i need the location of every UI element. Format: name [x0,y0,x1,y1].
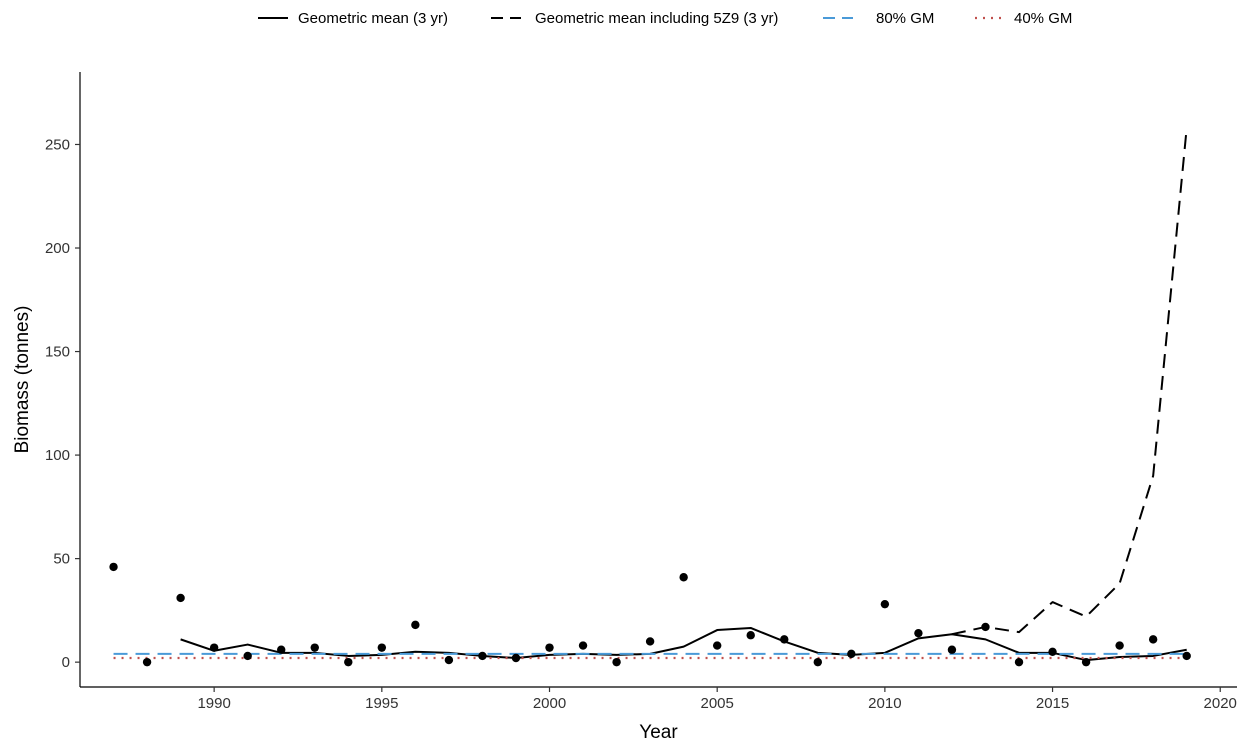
data-point [176,593,185,603]
data-point [712,641,722,650]
data-point [813,657,822,667]
data-point [981,622,990,632]
data-point [914,628,923,638]
y-tick-label: 100 [45,447,70,464]
data-point [612,657,621,667]
x-tick-label: 2020 [1204,695,1237,712]
data-point [1182,651,1191,661]
x-tick-label: 1995 [365,695,398,712]
x-axis-ticks: 1990 1995 2000 2005 2010 2015 2020 [197,687,1237,712]
legend: Geometric mean (3 yr) Geometric mean incl… [258,10,1072,27]
data-point [578,641,588,650]
y-tick-label: 250 [45,136,70,153]
data-point [645,637,655,646]
data-point [209,643,219,652]
data-point [478,651,487,661]
y-tick-label: 150 [45,344,70,361]
data-point [377,643,387,652]
data-point [947,645,957,654]
axes: 1990 1995 2000 2005 2010 2015 2020 0 50 100 150 20… [45,72,1237,712]
data-point [679,573,688,582]
data-point [109,562,118,572]
series-line-0 [180,626,1187,662]
plot-points [109,562,1191,667]
data-point [142,657,152,667]
x-axis-title: Year [639,722,678,742]
y-axis-title: Biomass (tonnes) [12,306,33,454]
legend-label-0: Geometric mean (3 yr) [298,10,448,27]
data-point [1115,641,1124,650]
x-tick-label: 2005 [701,695,734,712]
x-tick-label: 2015 [1036,695,1069,712]
data-point [847,649,856,659]
legend-label-3: 40% GM [1014,10,1072,27]
data-point [545,643,554,652]
data-point [780,635,789,644]
data-point [1081,657,1091,667]
x-tick-label: 2010 [868,695,901,712]
data-point [1148,635,1158,644]
data-point [444,655,454,665]
data-point [277,645,286,654]
legend-label-2: 80% GM [876,10,934,27]
data-point [1014,657,1024,667]
data-point [511,653,521,663]
y-axis-ticks: 0 50 100 150 200 250 [45,136,80,671]
data-point [746,631,755,640]
data-point [411,620,420,630]
data-point [243,651,252,661]
data-point [310,643,319,652]
data-point [344,657,353,667]
plot-series [113,127,1188,662]
y-tick-label: 50 [53,551,70,568]
y-tick-label: 0 [62,654,70,671]
y-tick-label: 200 [45,240,70,257]
series-line-1 [951,127,1188,636]
data-point [880,599,890,609]
x-tick-label: 2000 [533,695,566,712]
legend-label-1: Geometric mean including 5Z9 (3 yr) [535,10,778,27]
data-point [1048,647,1057,656]
x-tick-label: 1990 [197,695,230,712]
